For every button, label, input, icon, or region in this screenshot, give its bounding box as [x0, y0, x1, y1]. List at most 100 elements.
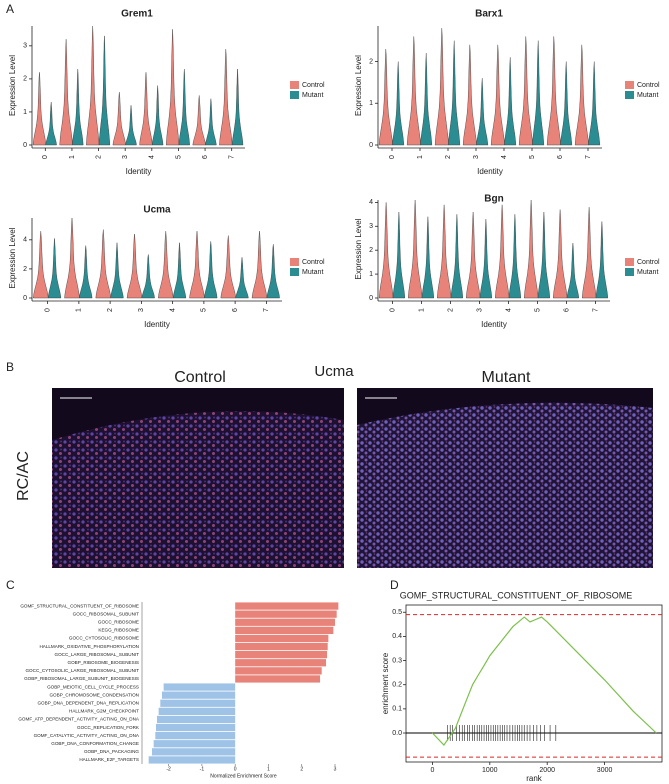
- violin: [595, 221, 609, 299]
- image-title: Ucma: [314, 363, 354, 380]
- bar: [161, 691, 236, 699]
- x-tick-label: 4: [149, 155, 156, 159]
- chart-title: GOMF_STRUCTURAL_CONSTITUENT_OF_RIBOSOME: [400, 590, 633, 600]
- violin: [139, 72, 153, 146]
- x-tick-label: 3: [476, 308, 483, 312]
- x-tick-label: 7: [263, 308, 270, 312]
- category-label: GOBP_RIBOSOMAL_LARGE_SUBUNIT_BIOGENESIS: [24, 676, 139, 681]
- x-tick-label: 7: [229, 155, 236, 159]
- violin: [86, 25, 100, 146]
- y-tick-label: 1: [369, 271, 373, 278]
- chart-title: Ucma: [143, 205, 171, 216]
- category-label: GOCC_CYTOSOLIC_RIBOSOME: [69, 636, 139, 641]
- category-label: GOBP_CHROMOSOME_CONDENSATION: [49, 692, 139, 697]
- violin: [204, 241, 218, 299]
- y-tick-label: 0: [23, 142, 27, 149]
- x-tick-label: 0: [389, 308, 396, 312]
- legend-label: Control: [637, 259, 660, 266]
- violin: [266, 244, 280, 299]
- violin: [532, 40, 545, 146]
- enrichment-line: [431, 616, 657, 747]
- micrograph-control: [52, 388, 344, 568]
- bar: [160, 699, 236, 707]
- violin: [205, 98, 217, 146]
- y-axis-label: Expression Level: [354, 218, 363, 279]
- violin: [476, 78, 489, 146]
- violin: [47, 238, 62, 299]
- x-tick-label: 5: [201, 308, 208, 312]
- violin: [434, 28, 449, 146]
- violin: [479, 219, 493, 299]
- legend-label: Mutant: [637, 92, 658, 99]
- y-axis-label: enrichment score: [381, 652, 390, 714]
- legend-label: Control: [302, 259, 325, 266]
- violin: [436, 204, 452, 299]
- x-tick-label: 1000: [482, 767, 498, 774]
- category-label: GOCC_CYTOSOLIC_LARGE_RIBOSOMAL_SUBUNIT: [25, 668, 139, 673]
- violin: [98, 35, 111, 146]
- x-tick-label: 6: [563, 308, 570, 312]
- violin: [494, 204, 510, 299]
- y-tick-label: 4: [369, 199, 373, 206]
- violin: [64, 217, 80, 299]
- y-tick-label: 1: [369, 100, 373, 107]
- y-axis-label: Expression Level: [8, 55, 17, 116]
- x-axis-label: Normalized Enrichment Score: [210, 773, 277, 779]
- violin: [406, 36, 421, 146]
- violin: [552, 209, 568, 299]
- violin: [220, 235, 237, 299]
- y-axis-label: Expression Level: [8, 227, 17, 288]
- x-tick-label: 4: [505, 308, 512, 312]
- y-tick-label: 3: [23, 43, 27, 50]
- violin: [566, 242, 580, 299]
- violin: [231, 68, 244, 146]
- violin: [72, 68, 84, 146]
- violin: [546, 36, 561, 146]
- micrograph-mutant: [357, 388, 653, 568]
- legend-swatch: [290, 258, 299, 266]
- row-label: RC/AC: [15, 451, 32, 501]
- x-tick-label: 2: [300, 766, 303, 772]
- bar: [156, 715, 236, 724]
- category-label: KEGG_RIBOSOME: [98, 628, 139, 633]
- bar: [155, 732, 236, 740]
- y-tick-label: 0: [23, 295, 27, 302]
- category-label: GOCC_REPLICATION_FORK: [77, 725, 140, 730]
- x-tick-label: 7: [585, 155, 592, 159]
- x-tick-label: 0: [44, 308, 51, 312]
- violin: [504, 57, 517, 146]
- x-tick-label: 1: [76, 308, 83, 312]
- legend-label: Mutant: [637, 269, 658, 276]
- y-tick-label: 0.3: [392, 657, 402, 664]
- x-tick-label: 6: [232, 308, 239, 312]
- violin: [490, 44, 505, 146]
- violin: [59, 39, 73, 146]
- bar: [235, 618, 336, 626]
- violin: [189, 231, 205, 299]
- panel-label: D: [390, 578, 399, 592]
- bar: [153, 740, 236, 748]
- legend-swatch: [625, 268, 634, 276]
- x-axis-label: Identity: [144, 320, 170, 329]
- y-tick-label: 2: [23, 76, 27, 83]
- y-axis-label: Expression Level: [354, 55, 363, 116]
- bar: [235, 642, 328, 651]
- violin: [125, 105, 137, 146]
- violin: [235, 257, 249, 299]
- x-tick-label: 2: [447, 308, 454, 312]
- bar: [163, 683, 236, 691]
- plot-frame: [405, 604, 663, 763]
- x-tick-label: 3: [122, 155, 129, 159]
- violin: [537, 211, 551, 299]
- violin: [465, 211, 481, 299]
- bar: [235, 659, 327, 667]
- legend-label: Control: [637, 82, 660, 89]
- x-tick-label: 0: [42, 155, 49, 159]
- violin: [126, 233, 143, 299]
- x-tick-label: 4: [169, 308, 176, 312]
- category-label: GOMF_ATP_DEPENDENT_ACTIVITY_ACTING_ON_DN…: [18, 717, 140, 722]
- y-tick-label: 1: [23, 109, 27, 116]
- violin: [518, 36, 533, 146]
- category-label: GOCC_RIBOSOMAL_SUBUNIT: [73, 611, 140, 616]
- legend-swatch: [625, 258, 634, 266]
